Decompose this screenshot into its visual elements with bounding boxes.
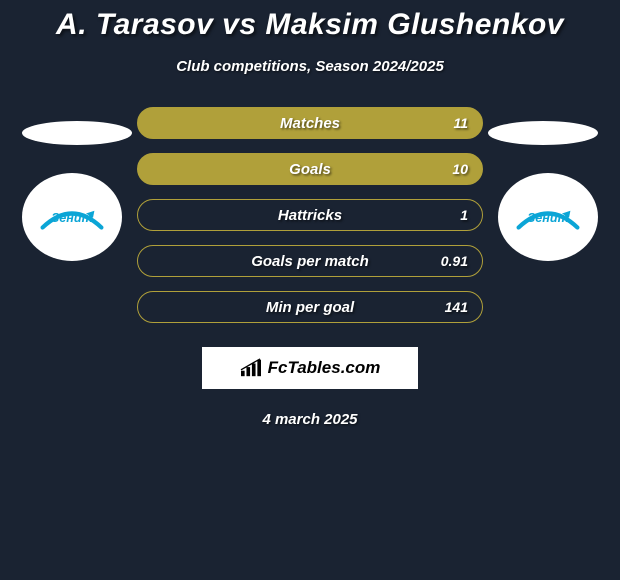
svg-text:Зенит: Зенит (527, 211, 569, 225)
bar-chart-icon (240, 358, 262, 378)
left-team-logo: Зенит (22, 173, 122, 261)
stat-bar-goals-per-match: Goals per match 0.91 (137, 245, 483, 277)
right-team-logo: Зенит (498, 173, 598, 261)
comparison-row: Зенит Matches 11 Goals 10 Hattricks 1 Go… (0, 103, 620, 327)
page-title: A. Tarasov vs Maksim Glushenkov (56, 8, 564, 42)
right-player-avatar-placeholder (488, 121, 598, 145)
branding-label: FcTables.com (268, 358, 381, 378)
zenit-logo-icon: Зенит (513, 192, 583, 242)
stat-value: 11 (453, 115, 468, 131)
date-text: 4 march 2025 (262, 411, 357, 428)
svg-text:Зенит: Зенит (51, 211, 93, 225)
stat-bar-min-per-goal: Min per goal 141 (137, 291, 483, 323)
left-player-side: Зенит (17, 103, 137, 261)
stat-bar-hattricks: Hattricks 1 (137, 199, 483, 231)
zenit-logo-icon: Зенит (37, 192, 107, 242)
stat-bar-matches: Matches 11 (137, 107, 483, 139)
subtitle: Club competitions, Season 2024/2025 (176, 58, 444, 75)
stat-value: 1 (460, 207, 468, 223)
stat-label: Matches (280, 115, 340, 132)
stat-bar-goals: Goals 10 (137, 153, 483, 185)
stat-value: 10 (452, 161, 468, 177)
stats-bars: Matches 11 Goals 10 Hattricks 1 Goals pe… (137, 103, 483, 327)
stat-value: 141 (445, 299, 468, 315)
right-player-side: Зенит (483, 103, 603, 261)
stat-label: Goals (289, 161, 331, 178)
stat-value: 0.91 (441, 253, 468, 269)
stat-label: Hattricks (278, 207, 342, 224)
left-player-avatar-placeholder (22, 121, 132, 145)
stat-label: Min per goal (266, 299, 354, 316)
branding-badge: FcTables.com (202, 347, 418, 389)
stat-label: Goals per match (251, 253, 369, 270)
